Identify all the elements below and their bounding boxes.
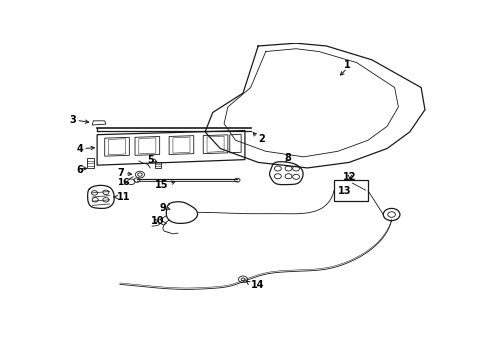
Bar — [333, 180, 367, 201]
Bar — [154, 162, 161, 168]
Text: 2: 2 — [258, 134, 264, 144]
Text: 9: 9 — [159, 203, 166, 213]
Text: 13: 13 — [337, 186, 350, 196]
Text: 11: 11 — [117, 192, 130, 202]
Text: 3: 3 — [69, 115, 76, 125]
Text: 10: 10 — [151, 216, 164, 226]
Text: 6: 6 — [76, 165, 82, 175]
Text: 5: 5 — [147, 155, 154, 165]
Text: 4: 4 — [76, 144, 83, 153]
Text: 14: 14 — [250, 280, 264, 290]
Text: 16: 16 — [117, 178, 129, 187]
Text: 8: 8 — [284, 153, 290, 163]
Text: 7: 7 — [117, 168, 124, 179]
Text: 15: 15 — [155, 180, 168, 190]
Text: 1: 1 — [343, 60, 350, 70]
Text: 12: 12 — [343, 172, 356, 182]
